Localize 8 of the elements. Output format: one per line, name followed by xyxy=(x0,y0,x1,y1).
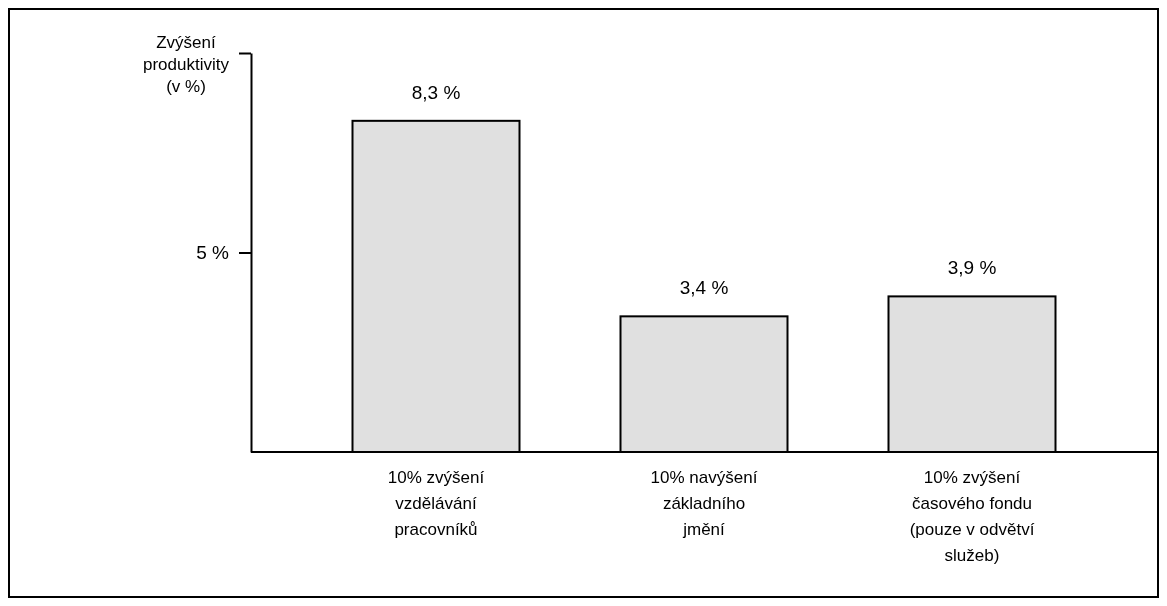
data-label: 3,4 % xyxy=(679,277,729,299)
data-label: 8,3 % xyxy=(411,81,461,103)
data-label: 3,9 % xyxy=(947,257,997,279)
x-tick-label: 10% navýšení základního jmění xyxy=(650,468,758,539)
y-axis-title: Zvýšení produktivity (v %) xyxy=(143,33,230,96)
y-tick-label: 5 % xyxy=(196,242,230,264)
x-tick-label: 10% zvýšení časového fondu (pouze v odvětví služeb) xyxy=(909,468,1035,565)
x-tick-label: 10% zvýšení vzdělávání pracovníků xyxy=(387,468,485,539)
